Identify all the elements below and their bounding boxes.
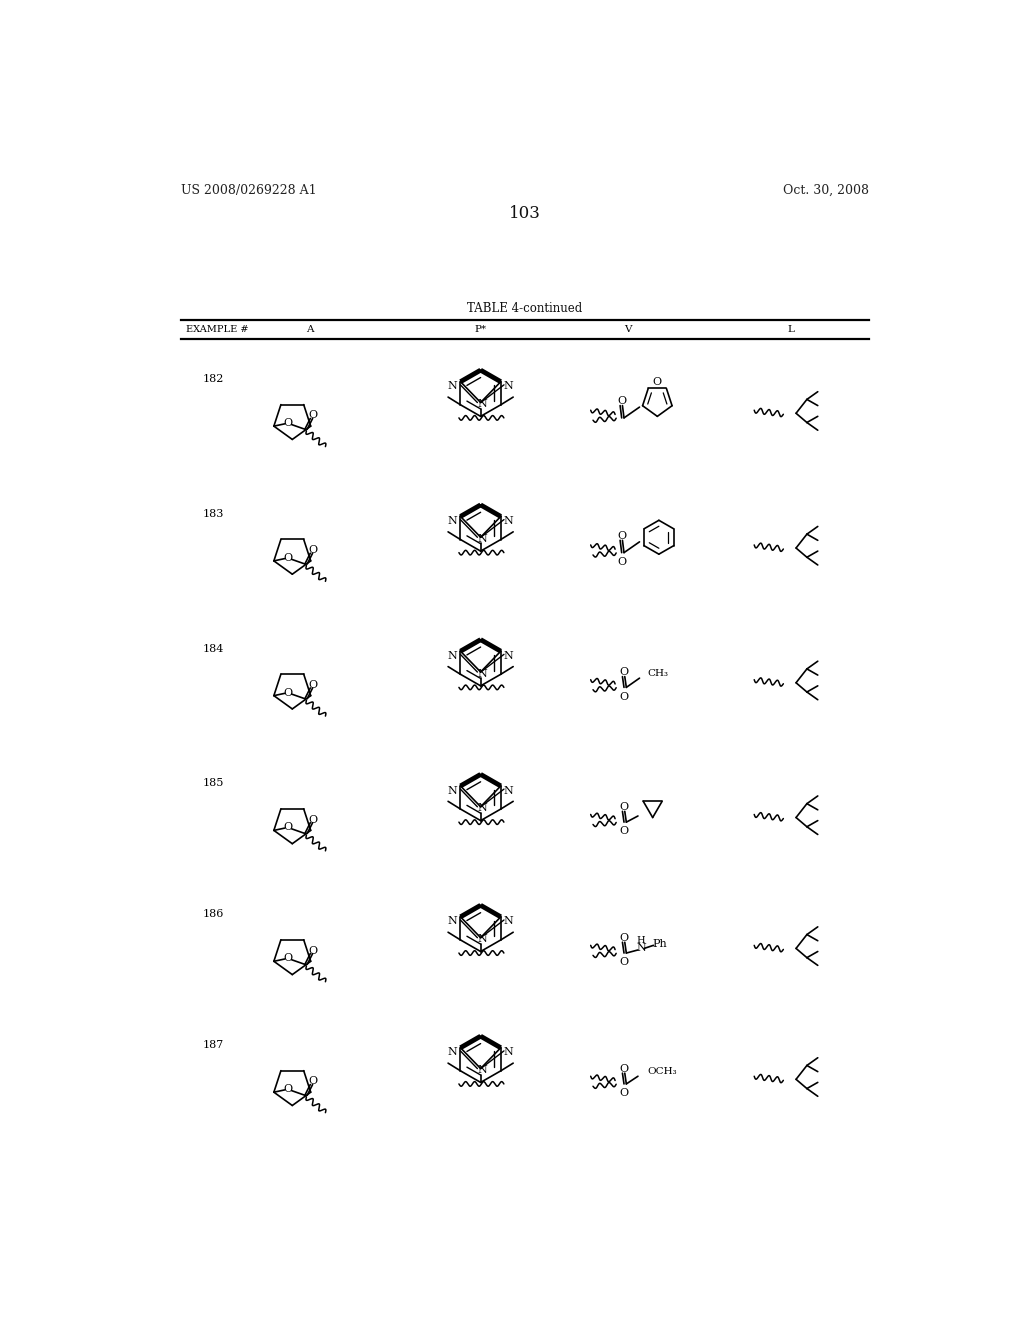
- Text: O: O: [308, 945, 317, 956]
- Text: N: N: [636, 944, 646, 953]
- Text: N: N: [477, 804, 487, 813]
- Text: N: N: [504, 785, 513, 796]
- Text: O: O: [617, 531, 627, 541]
- Text: O: O: [620, 667, 629, 677]
- Text: L: L: [787, 325, 794, 334]
- Text: O: O: [308, 1076, 317, 1086]
- Text: N: N: [477, 1065, 487, 1074]
- Text: O: O: [284, 418, 293, 428]
- Text: N: N: [447, 916, 458, 927]
- Text: H: H: [637, 936, 645, 945]
- Text: O: O: [308, 545, 317, 556]
- Text: P*: P*: [475, 325, 486, 334]
- Text: O: O: [620, 933, 629, 942]
- Text: 103: 103: [509, 206, 541, 222]
- Text: N: N: [504, 381, 513, 391]
- Text: 183: 183: [203, 508, 224, 519]
- Text: CH₃: CH₃: [647, 669, 669, 678]
- Text: N: N: [447, 516, 458, 527]
- Text: O: O: [284, 953, 293, 964]
- Text: O: O: [620, 692, 629, 702]
- Text: O: O: [617, 557, 627, 566]
- Text: 186: 186: [203, 909, 224, 919]
- Text: O: O: [652, 378, 662, 388]
- Text: N: N: [447, 785, 458, 796]
- Text: O: O: [617, 396, 627, 407]
- Text: N: N: [477, 935, 487, 944]
- Text: O: O: [620, 1064, 629, 1073]
- Text: N: N: [504, 516, 513, 527]
- Text: N: N: [504, 651, 513, 661]
- Text: O: O: [284, 1084, 293, 1094]
- Text: N: N: [504, 916, 513, 927]
- Text: 182: 182: [203, 374, 224, 384]
- Text: O: O: [308, 814, 317, 825]
- Text: N: N: [477, 668, 487, 678]
- Text: V: V: [624, 325, 632, 334]
- Text: Oct. 30, 2008: Oct. 30, 2008: [783, 185, 869, 197]
- Text: O: O: [308, 411, 317, 420]
- Text: US 2008/0269228 A1: US 2008/0269228 A1: [180, 185, 316, 197]
- Text: O: O: [620, 826, 629, 837]
- Text: O: O: [284, 822, 293, 833]
- Text: N: N: [504, 1047, 513, 1057]
- Text: O: O: [284, 688, 293, 697]
- Text: O: O: [284, 553, 293, 562]
- Text: N: N: [477, 399, 487, 409]
- Text: O: O: [308, 680, 317, 690]
- Text: O: O: [620, 1088, 629, 1098]
- Text: OCH₃: OCH₃: [647, 1067, 677, 1076]
- Text: N: N: [447, 651, 458, 661]
- Text: N: N: [447, 1047, 458, 1057]
- Text: N: N: [477, 533, 487, 544]
- Text: 187: 187: [203, 1040, 224, 1049]
- Text: N: N: [447, 381, 458, 391]
- Text: O: O: [620, 957, 629, 968]
- Text: 184: 184: [203, 644, 224, 653]
- Text: EXAMPLE #: EXAMPLE #: [186, 325, 249, 334]
- Text: 185: 185: [203, 779, 224, 788]
- Text: A: A: [306, 325, 314, 334]
- Text: O: O: [620, 801, 629, 812]
- Text: TABLE 4-continued: TABLE 4-continued: [467, 302, 583, 315]
- Text: Ph: Ph: [652, 939, 667, 949]
